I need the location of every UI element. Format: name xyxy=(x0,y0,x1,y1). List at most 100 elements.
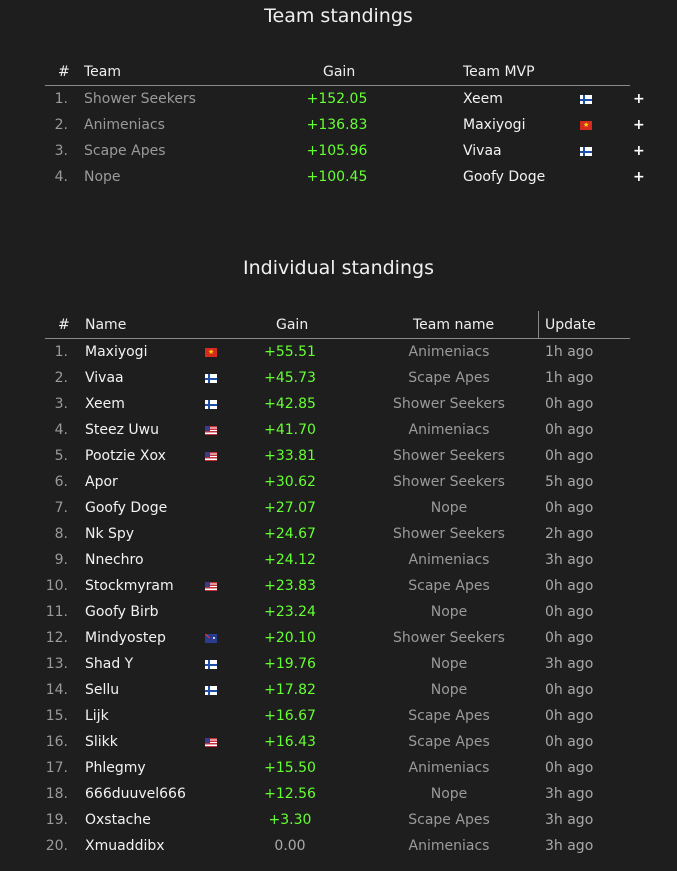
team-header-gain: Gain xyxy=(323,64,356,80)
player-team-name: Animeniacs xyxy=(408,760,490,776)
team-name: Scape Apes xyxy=(84,143,166,159)
player-rank: 18. xyxy=(45,786,68,802)
player-name[interactable]: 666duuvel666 xyxy=(85,786,186,802)
ind-header-rank: # xyxy=(58,317,70,333)
player-team-name: Nope xyxy=(430,604,468,620)
player-name[interactable]: Xeem xyxy=(85,396,125,412)
player-rank: 5. xyxy=(54,448,68,464)
player-team-name: Shower Seekers xyxy=(393,526,505,542)
player-update: 0h ago xyxy=(545,604,594,620)
player-name[interactable]: Slikk xyxy=(85,734,118,750)
team-standings-title: Team standings xyxy=(264,5,413,27)
player-team-name: Nope xyxy=(430,500,468,516)
ind-header-update: Update xyxy=(545,317,596,333)
player-update: 1h ago xyxy=(545,344,594,360)
team-mvp-name: Goofy Doge xyxy=(463,169,546,185)
player-gain: +24.67 xyxy=(264,526,316,542)
player-team-name: Scape Apes xyxy=(408,708,490,724)
player-row: 20. Xmuaddibx 0.00 Animeniacs 3h ago xyxy=(0,833,677,859)
player-update: 0h ago xyxy=(545,760,594,776)
player-name[interactable]: Maxiyogi xyxy=(85,344,148,360)
player-team-name: Scape Apes xyxy=(408,734,490,750)
player-team-name: Shower Seekers xyxy=(393,630,505,646)
player-name[interactable]: Nk Spy xyxy=(85,526,135,542)
player-gain: +45.73 xyxy=(264,370,316,386)
player-rank: 7. xyxy=(54,500,68,516)
update-column-divider xyxy=(538,311,539,339)
expand-plus-icon[interactable]: + xyxy=(633,91,645,107)
player-name[interactable]: Lijk xyxy=(85,708,109,724)
flag-au-icon xyxy=(205,634,217,643)
player-name[interactable]: Nnechro xyxy=(85,552,144,568)
player-rank: 11. xyxy=(45,604,68,620)
player-name[interactable]: Phlegmy xyxy=(85,760,146,776)
player-update: 0h ago xyxy=(545,396,594,412)
player-name[interactable]: Sellu xyxy=(85,682,120,698)
player-update: 0h ago xyxy=(545,500,594,516)
player-update: 3h ago xyxy=(545,656,594,672)
player-team-name: Shower Seekers xyxy=(393,474,505,490)
player-update: 5h ago xyxy=(545,474,594,490)
player-update: 0h ago xyxy=(545,422,594,438)
player-name[interactable]: Vivaa xyxy=(85,370,124,386)
player-name[interactable]: Shad Y xyxy=(85,656,134,672)
player-update: 0h ago xyxy=(545,448,594,464)
expand-plus-icon[interactable]: + xyxy=(633,143,645,159)
expand-plus-icon[interactable]: + xyxy=(633,117,645,133)
player-name[interactable]: Xmuaddibx xyxy=(85,838,165,854)
player-rank: 17. xyxy=(45,760,68,776)
player-row: 15. Lijk +16.67 Scape Apes 0h ago xyxy=(0,703,677,729)
team-rank: 4. xyxy=(54,169,68,185)
ind-header-gain: Gain xyxy=(276,317,309,333)
player-row: 11. Goofy Birb +23.24 Nope 0h ago xyxy=(0,599,677,625)
player-gain: +17.82 xyxy=(264,682,316,698)
team-rank: 2. xyxy=(54,117,68,133)
player-team-name: Animeniacs xyxy=(408,422,490,438)
player-name[interactable]: Stockmyram xyxy=(85,578,174,594)
player-name[interactable]: Pootzie Xox xyxy=(85,448,166,464)
player-gain: +16.43 xyxy=(264,734,316,750)
player-row: 16. Slikk +16.43 Scape Apes 0h ago xyxy=(0,729,677,755)
player-rank: 12. xyxy=(45,630,68,646)
player-name[interactable]: Mindyostep xyxy=(85,630,166,646)
player-team-name: Scape Apes xyxy=(408,812,490,828)
player-update: 0h ago xyxy=(545,630,594,646)
player-team-name: Animeniacs xyxy=(408,552,490,568)
player-team-name: Animeniacs xyxy=(408,344,490,360)
player-row: 17. Phlegmy +15.50 Animeniacs 0h ago xyxy=(0,755,677,781)
player-rank: 3. xyxy=(54,396,68,412)
player-rank: 14. xyxy=(45,682,68,698)
player-name[interactable]: Goofy Birb xyxy=(85,604,159,620)
player-name[interactable]: Apor xyxy=(85,474,118,490)
player-name[interactable]: Steez Uwu xyxy=(85,422,159,438)
flag-us-icon xyxy=(205,452,217,461)
player-update: 3h ago xyxy=(545,552,594,568)
player-name[interactable]: Oxstache xyxy=(85,812,151,828)
player-gain: +42.85 xyxy=(264,396,316,412)
player-row: 6. Apor +30.62 Shower Seekers 5h ago xyxy=(0,469,677,495)
player-gain: +3.30 xyxy=(268,812,312,828)
flag-vn-icon xyxy=(205,344,217,360)
individual-standings-title: Individual standings xyxy=(243,257,434,279)
individual-header-divider xyxy=(45,338,630,339)
flag-vn-icon xyxy=(580,117,592,133)
player-rank: 15. xyxy=(45,708,68,724)
team-header-divider xyxy=(45,85,630,86)
team-gain: +105.96 xyxy=(306,143,368,159)
player-gain: +24.12 xyxy=(264,552,316,568)
player-gain: +19.76 xyxy=(264,656,316,672)
team-header-rank: # xyxy=(58,64,70,80)
player-rank: 6. xyxy=(54,474,68,490)
team-row: 2. Animeniacs +136.83 Maxiyogi + xyxy=(0,112,677,138)
player-row: 1. Maxiyogi +55.51 Animeniacs 1h ago xyxy=(0,339,677,365)
player-update: 3h ago xyxy=(545,812,594,828)
team-mvp-name: Xeem xyxy=(463,91,503,107)
player-update: 1h ago xyxy=(545,370,594,386)
team-name: Animeniacs xyxy=(84,117,165,133)
team-mvp-name: Maxiyogi xyxy=(463,117,526,133)
player-gain: +23.24 xyxy=(264,604,316,620)
team-row: 3. Scape Apes +105.96 Vivaa + xyxy=(0,138,677,164)
player-gain: +15.50 xyxy=(264,760,316,776)
player-name[interactable]: Goofy Doge xyxy=(85,500,168,516)
expand-plus-icon[interactable]: + xyxy=(633,169,645,185)
